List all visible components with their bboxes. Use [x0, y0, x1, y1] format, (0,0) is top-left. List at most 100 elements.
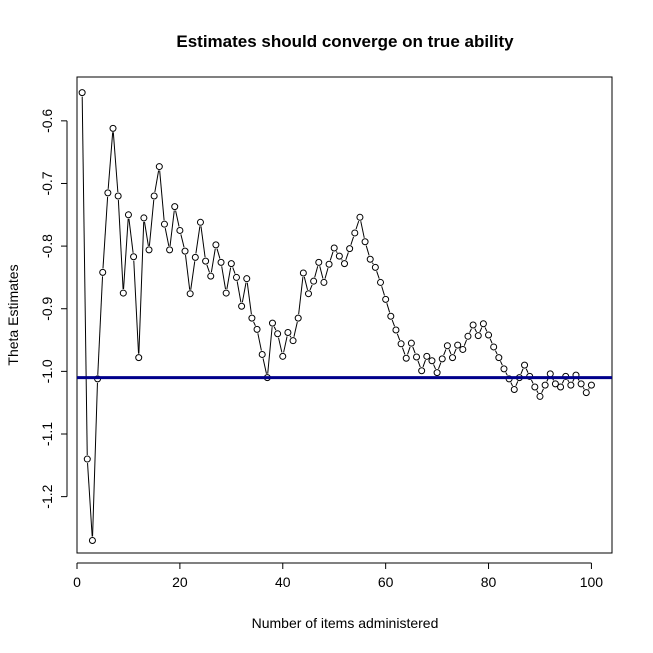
data-point — [99, 268, 107, 276]
series-segment — [479, 327, 483, 333]
data-point — [490, 343, 498, 351]
series-segment — [289, 335, 292, 338]
data-point — [222, 289, 230, 297]
series-segment — [335, 251, 338, 254]
series-segment — [438, 362, 442, 370]
data-point — [109, 124, 117, 132]
data-point — [464, 332, 472, 340]
series-segment — [433, 364, 436, 370]
data-point — [104, 189, 112, 197]
data-point — [253, 325, 261, 333]
y-tick-label: -0.7 — [39, 171, 55, 195]
data-point — [124, 211, 132, 219]
data-point — [181, 247, 189, 255]
data-point — [351, 229, 359, 237]
data-point — [88, 536, 96, 544]
plot-area — [77, 89, 612, 544]
data-point — [459, 345, 467, 353]
data-point — [433, 369, 441, 377]
data-point — [119, 289, 127, 297]
data-point — [418, 367, 426, 375]
y-axis: -1.2 -1.1 -1.0 -0.9 -0.8 -0.7 -0.6 — [39, 109, 68, 509]
data-point — [382, 295, 390, 303]
data-point — [232, 273, 240, 281]
series-segment — [257, 333, 262, 351]
series-segment — [525, 368, 529, 373]
series-segment — [391, 319, 396, 327]
series-segment — [216, 248, 221, 259]
series-segment — [401, 347, 406, 355]
series-segment — [371, 262, 374, 265]
series-segment — [412, 346, 416, 354]
series-segment — [138, 221, 145, 354]
y-tick-label: -1.1 — [39, 422, 55, 446]
series-segment — [253, 321, 256, 326]
series-segment — [510, 382, 513, 387]
series-segment — [81, 96, 88, 456]
data-point — [304, 290, 312, 298]
series-segment — [536, 390, 539, 394]
data-point — [361, 238, 369, 246]
series-segment — [355, 220, 360, 230]
series-segment — [567, 379, 570, 382]
series-segment — [283, 336, 288, 353]
series-segment — [133, 260, 140, 354]
data-point — [83, 455, 91, 463]
series-segment — [226, 267, 232, 290]
series-segment — [376, 271, 380, 279]
data-point — [495, 354, 503, 362]
series-segment — [360, 221, 365, 238]
series-segment — [267, 327, 273, 374]
x-tick-label: 80 — [481, 574, 497, 590]
data-point — [310, 277, 318, 285]
data-point — [449, 354, 457, 362]
data-point — [428, 357, 436, 365]
data-point — [330, 244, 338, 252]
series-segment — [303, 276, 309, 290]
series-segment — [144, 221, 149, 246]
data-point — [140, 214, 148, 222]
series-segment — [232, 267, 236, 274]
data-point — [485, 331, 493, 339]
y-tick-label: -1.0 — [39, 359, 55, 383]
series-segment — [453, 348, 457, 355]
series-segment — [324, 267, 329, 279]
series-segment — [87, 463, 93, 537]
data-point — [356, 213, 364, 221]
series-segment — [123, 218, 129, 290]
data-point — [582, 389, 590, 397]
data-point — [510, 386, 518, 394]
series-segment — [474, 328, 477, 333]
data-point — [341, 260, 348, 268]
series-segment — [500, 361, 503, 366]
series-segment — [185, 255, 191, 290]
data-point — [243, 275, 251, 283]
data-point — [474, 332, 482, 340]
data-point — [186, 290, 194, 298]
series-segment — [175, 210, 180, 227]
y-tick-label: -0.8 — [39, 234, 55, 258]
series-segment — [273, 326, 277, 331]
data-point — [531, 383, 539, 391]
data-point — [176, 226, 184, 234]
y-axis-label: Theta Estimates — [5, 264, 21, 365]
data-point — [325, 260, 333, 268]
data-point — [258, 350, 266, 358]
series-segment — [520, 368, 524, 375]
x-tick-label: 40 — [275, 574, 291, 590]
y-tick-label: -0.6 — [39, 109, 55, 133]
series-segment — [417, 360, 421, 368]
data-point — [366, 255, 374, 263]
series-segment — [102, 196, 109, 269]
data-point — [587, 381, 595, 389]
series-segment — [515, 381, 519, 387]
data-point — [392, 326, 400, 334]
series-segment — [463, 339, 467, 346]
data-point — [557, 383, 565, 391]
data-point — [196, 218, 204, 226]
x-tick-label: 0 — [73, 574, 81, 590]
data-point — [289, 337, 297, 345]
series-segment — [505, 372, 508, 376]
data-point — [479, 320, 487, 328]
